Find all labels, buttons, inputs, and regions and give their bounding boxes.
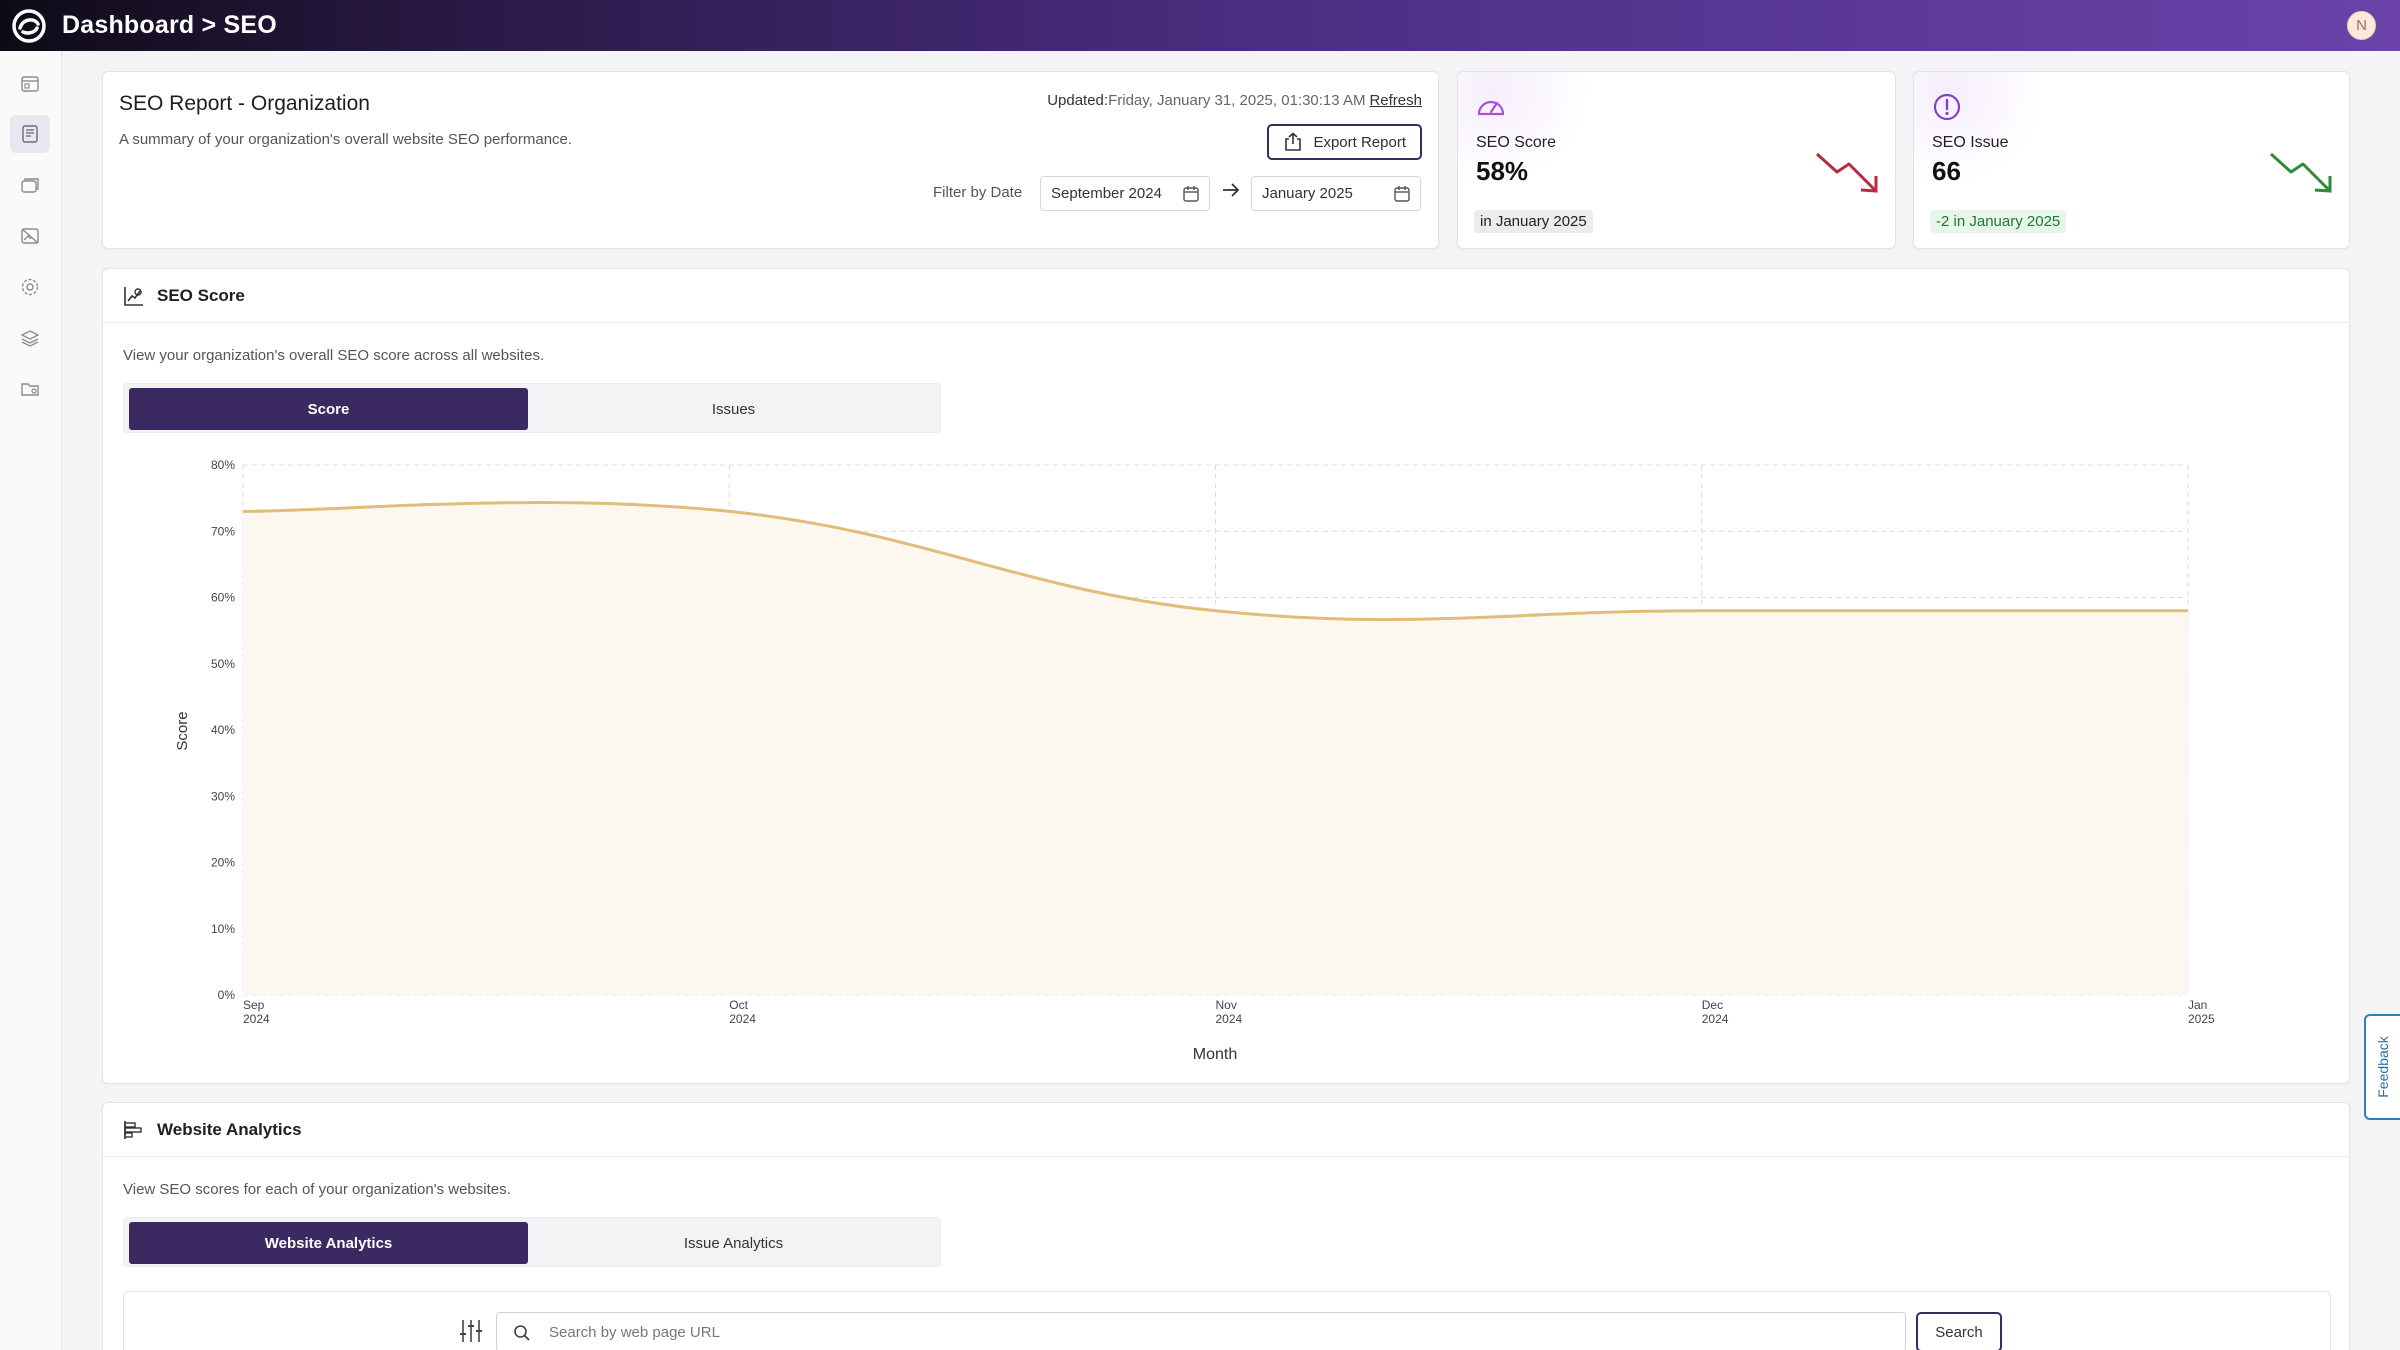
arrow-right-icon [1223, 183, 1240, 197]
x-axis-label: Month [1193, 1046, 1237, 1063]
y-tick-label: 20% [211, 856, 235, 870]
sidebar-item-layers[interactable] [10, 319, 50, 357]
tab-website-analytics[interactable]: Website Analytics [129, 1222, 528, 1264]
date-to-value: January 2025 [1262, 185, 1353, 202]
y-tick-label: 80% [211, 458, 235, 472]
y-tick-label: 0% [218, 988, 236, 1002]
updated-timestamp: Updated:Friday, January 31, 2025, 01:30:… [1047, 92, 1422, 109]
updated-value: Friday, January 31, 2025, 01:30:13 AM [1108, 92, 1366, 109]
dashboard-icon [21, 76, 39, 92]
sidebar-item-seo[interactable] [10, 115, 50, 153]
user-avatar[interactable]: N [2347, 11, 2376, 40]
y-tick-label: 70% [211, 524, 235, 538]
layers-icon [20, 330, 40, 347]
x-tick-year: 2024 [1216, 1012, 1243, 1026]
refresh-link[interactable]: Refresh [1369, 92, 1422, 109]
x-tick-month: Nov [1216, 998, 1237, 1012]
search-icon [514, 1325, 530, 1341]
filter-by-date-label: Filter by Date [933, 184, 1023, 201]
seo-score-section: SEO Score View your organization's overa… [102, 268, 2350, 1084]
seo-score-section-header: SEO Score [103, 269, 2349, 323]
tab-issues[interactable]: Issues [711, 400, 756, 418]
seo-score-section-title: SEO Score [157, 285, 245, 305]
website-analytics-section-title: Website Analytics [157, 1119, 302, 1139]
analytics-toggle: Website Analytics Issue Analytics [123, 1217, 941, 1267]
top-bar: Dashboard > SEO N [0, 0, 2400, 51]
feedback-label: Feedback [2375, 1036, 2391, 1098]
gauge-icon [1477, 100, 1505, 116]
settings-icon [21, 278, 39, 296]
breadcrumb: Dashboard > SEO [62, 11, 277, 39]
calendar-icon [1394, 186, 1410, 202]
image-off-icon [21, 228, 39, 244]
x-tick-month: Oct [729, 998, 748, 1012]
search-button[interactable]: Search [1916, 1312, 2002, 1350]
sidebar-item-dashboard[interactable] [10, 65, 50, 103]
date-from-value: September 2024 [1051, 185, 1162, 202]
sidebar-item-media[interactable] [10, 217, 50, 255]
score-area [243, 502, 2188, 995]
search-input[interactable]: Search by web page URL [496, 1312, 1906, 1350]
seo-score-period-badge: in January 2025 [1474, 210, 1593, 233]
website-analytics-section-header: Website Analytics [103, 1103, 2349, 1157]
brand-logo-icon[interactable] [10, 7, 48, 45]
x-tick-month: Sep [243, 998, 265, 1012]
export-report-button[interactable]: Export Report [1267, 124, 1422, 160]
cards-icon [21, 178, 39, 193]
y-tick-label: 30% [211, 789, 235, 803]
x-tick-month: Dec [1702, 998, 1723, 1012]
score-issues-toggle: Score Issues [123, 383, 941, 433]
sliders-icon[interactable] [458, 1318, 484, 1344]
y-tick-label: 10% [211, 922, 235, 936]
seo-score-label: SEO Score [1476, 134, 1557, 151]
seo-score-value: 58% [1476, 156, 1529, 186]
y-tick-label: 60% [211, 591, 235, 605]
folder-settings-icon [21, 383, 39, 396]
seo-issue-value: 66 [1932, 156, 1961, 186]
seo-score-chart: 0%10%20%30%40%50%60%70%80% Sep2024Oct202… [174, 458, 2215, 1063]
export-report-label: Export Report [1313, 133, 1406, 151]
seo-score-card: SEO Score 58% in January 2025 [1457, 71, 1896, 249]
updated-label: Updated: [1047, 92, 1109, 109]
seo-score-section-description: View your organization's overall SEO sco… [123, 347, 545, 364]
x-tick-year: 2024 [243, 1012, 270, 1026]
score-line [242, 501, 2188, 622]
analytics-search-bar: Search by web page URL Search [123, 1291, 2331, 1350]
page-subtitle: A summary of your organization's overall… [119, 131, 573, 148]
tab-score[interactable]: Score [129, 388, 528, 430]
calendar-icon [1183, 186, 1199, 202]
bar-chart-horizontal-icon [124, 1120, 142, 1139]
tab-issue-analytics[interactable]: Issue Analytics [683, 1234, 784, 1252]
chart-search-icon [124, 286, 143, 306]
y-tick-label: 50% [211, 657, 235, 671]
seo-issue-label: SEO Issue [1932, 134, 2009, 151]
x-tick-month: Jan [2188, 998, 2207, 1012]
sidebar [0, 51, 62, 1350]
x-tick-year: 2025 [2188, 1012, 2215, 1026]
date-to-picker[interactable]: January 2025 [1251, 176, 1421, 211]
website-analytics-section-description: View SEO scores for each of your organiz… [123, 1181, 511, 1198]
trend-down-icon [1815, 152, 1878, 193]
sidebar-item-settings[interactable] [10, 268, 50, 306]
report-icon [22, 125, 38, 143]
x-tick-year: 2024 [729, 1012, 756, 1026]
page-title: SEO Report - Organization [119, 92, 370, 115]
y-tick-label: 40% [211, 723, 235, 737]
sidebar-item-cards[interactable] [10, 166, 50, 204]
x-tick-year: 2024 [1702, 1012, 1729, 1026]
alert-circle-icon [1933, 93, 1961, 121]
share-icon [1285, 132, 1302, 151]
trend-down-icon [2269, 152, 2332, 193]
sidebar-item-folder[interactable] [10, 370, 50, 408]
seo-issue-period-badge: -2 in January 2025 [1930, 210, 2067, 233]
feedback-tab[interactable]: Feedback [2364, 1014, 2400, 1120]
website-analytics-section: Website Analytics View SEO scores for ea… [102, 1102, 2350, 1350]
date-from-picker[interactable]: September 2024 [1040, 176, 1210, 211]
report-header-card: SEO Report - Organization A summary of y… [102, 71, 1439, 249]
search-placeholder: Search by web page URL [549, 1323, 720, 1341]
y-axis-label: Score [174, 711, 191, 750]
seo-issue-card: SEO Issue 66 -2 in January 2025 [1913, 71, 2350, 249]
